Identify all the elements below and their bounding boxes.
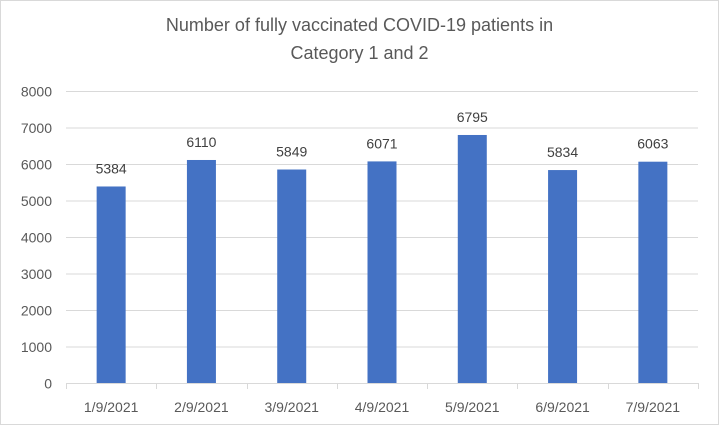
y-tick-label: 5000 <box>21 193 52 209</box>
bar <box>457 134 487 383</box>
x-tick-label: 2/9/2021 <box>174 399 229 415</box>
x-tick-label: 6/9/2021 <box>535 399 590 415</box>
y-tick-label: 7000 <box>21 120 52 136</box>
y-tick-label: 6000 <box>21 157 52 173</box>
y-tick-label: 8000 <box>21 84 52 100</box>
bar <box>638 161 668 383</box>
bar <box>367 161 397 383</box>
bar <box>548 170 578 383</box>
bar <box>186 159 216 383</box>
y-tick-label: 1000 <box>21 339 52 355</box>
x-tick-label: 1/9/2021 <box>84 399 139 415</box>
data-label: 6071 <box>366 135 397 151</box>
x-tick-label: 3/9/2021 <box>264 399 319 415</box>
chart-title-line-2: Category 1 and 2 <box>290 43 429 63</box>
data-label: 6795 <box>457 109 488 125</box>
bar <box>96 186 126 383</box>
data-label: 5384 <box>96 160 127 176</box>
bar <box>277 169 307 383</box>
y-tick-label: 4000 <box>21 230 52 246</box>
x-tick-label: 4/9/2021 <box>355 399 410 415</box>
y-tick-label: 0 <box>44 376 52 392</box>
data-label: 6063 <box>637 136 668 152</box>
y-tick-label: 3000 <box>21 266 52 282</box>
chart-title-line-1: Number of fully vaccinated COVID-19 pati… <box>165 15 554 35</box>
data-label: 5834 <box>547 144 578 160</box>
y-tick-label: 2000 <box>21 303 52 319</box>
data-label: 5849 <box>276 144 307 160</box>
x-tick-label: 5/9/2021 <box>445 399 500 415</box>
x-tick-label: 7/9/2021 <box>626 399 681 415</box>
data-label: 6110 <box>186 134 216 150</box>
